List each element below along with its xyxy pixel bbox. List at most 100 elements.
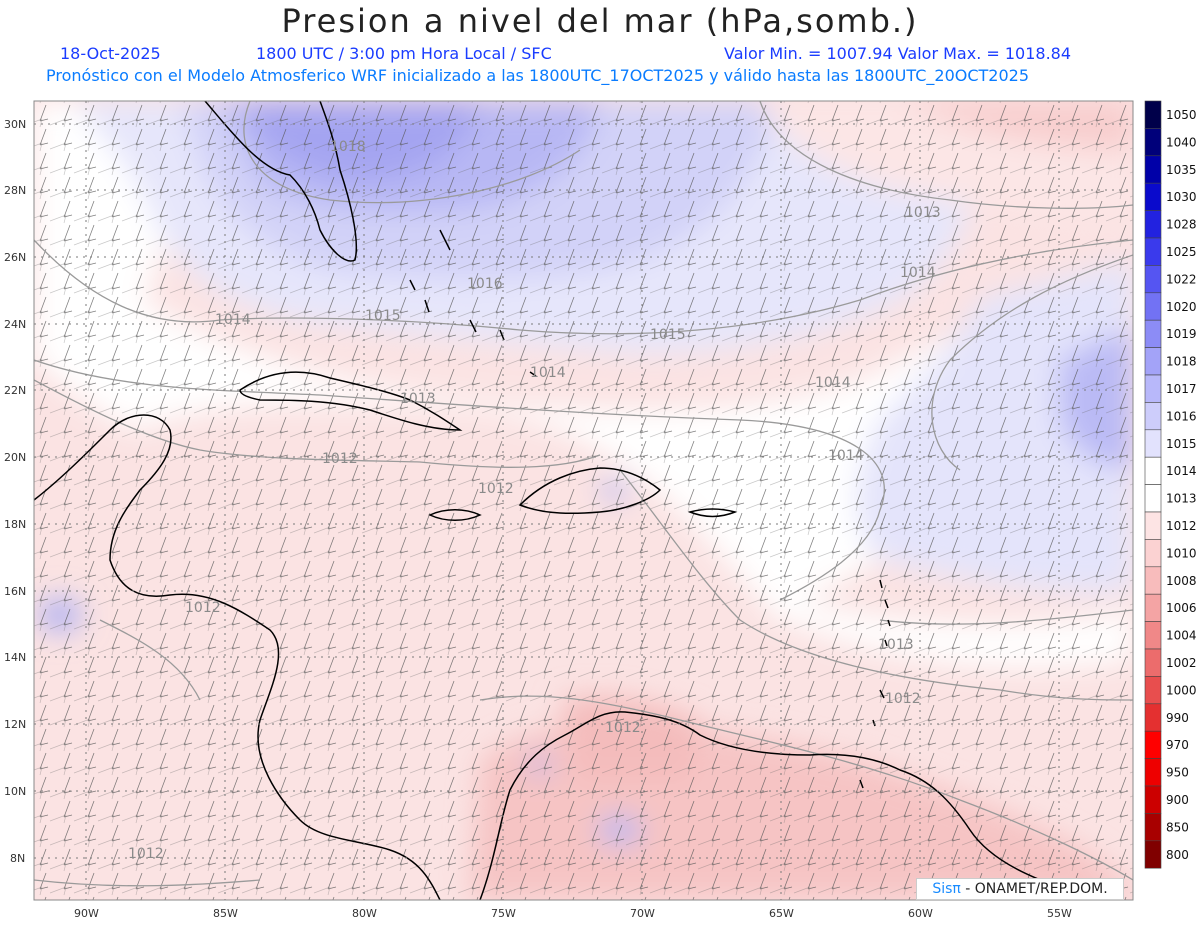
contour-label: 1014 bbox=[530, 365, 566, 381]
colorbar-label: 1040 bbox=[1166, 135, 1197, 149]
colorbar-swatch bbox=[1144, 128, 1162, 157]
credit-box: Sisπ - ONAMET/REP.DOM. bbox=[916, 878, 1124, 900]
colorbar-swatch bbox=[1144, 730, 1162, 759]
forecast-date: 18-Oct-2025 bbox=[60, 44, 161, 63]
colorbar-label: 1000 bbox=[1166, 683, 1197, 697]
graticule bbox=[34, 101, 1133, 900]
colorbar-swatch bbox=[1144, 292, 1162, 321]
contour-label: 1012 bbox=[605, 720, 641, 736]
contour-label: 1015 bbox=[650, 327, 686, 343]
sispi-logo: Sisπ bbox=[932, 881, 961, 897]
lat-label: 20N bbox=[4, 451, 26, 464]
lat-label: 16N bbox=[4, 585, 26, 598]
lon-label: 90W bbox=[74, 907, 99, 920]
colorbar-label: 1015 bbox=[1166, 437, 1197, 451]
colorbar-label: 1006 bbox=[1166, 601, 1197, 615]
contour-label: 1016 bbox=[467, 276, 503, 292]
colorbar-swatch bbox=[1144, 621, 1162, 650]
lat-label: 14N bbox=[4, 651, 26, 664]
isobars bbox=[34, 101, 1133, 887]
latitude-axis: 30N 28N 26N 24N 22N 20N 18N 16N 14N 12N … bbox=[4, 118, 26, 865]
lon-label: 55W bbox=[1047, 907, 1072, 920]
lon-label: 70W bbox=[630, 907, 655, 920]
colorbar-swatch bbox=[1144, 237, 1162, 266]
colorbar-swatch bbox=[1144, 319, 1162, 348]
colorbar-swatch bbox=[1144, 703, 1162, 732]
colorbar-swatch bbox=[1144, 593, 1162, 622]
contour-label: 1014 bbox=[828, 448, 864, 464]
lat-label: 18N bbox=[4, 518, 26, 531]
colorbar-label: 1012 bbox=[1166, 519, 1197, 533]
colorbar-swatch bbox=[1144, 456, 1162, 485]
colorbar-label: 1002 bbox=[1166, 656, 1197, 670]
colorbar-label: 850 bbox=[1166, 820, 1189, 834]
colorbar-label: 950 bbox=[1166, 766, 1189, 780]
lon-label: 75W bbox=[491, 907, 516, 920]
longitude-axis: 90W 85W 80W 75W 70W 65W 60W 55W bbox=[74, 907, 1072, 920]
contour-label: 1013 bbox=[400, 391, 436, 407]
colorbar-label: 1018 bbox=[1166, 355, 1197, 369]
colorbar-label: 970 bbox=[1166, 738, 1189, 752]
credit-text: - ONAMET/REP.DOM. bbox=[960, 881, 1108, 897]
colorbar-label: 990 bbox=[1166, 711, 1189, 725]
colorbar-swatch bbox=[1144, 374, 1162, 403]
contour-label: 1012 bbox=[885, 691, 921, 707]
contour-label: 1018 bbox=[330, 139, 366, 155]
forecast-time: 1800 UTC / 3:00 pm Hora Local / SFC bbox=[256, 44, 552, 63]
colorbar-swatch bbox=[1144, 785, 1162, 814]
lat-label: 8N bbox=[10, 852, 25, 865]
colorbar-label: 1016 bbox=[1166, 409, 1197, 423]
colorbar-label: 1028 bbox=[1166, 218, 1197, 232]
colorbar-label: 1008 bbox=[1166, 574, 1197, 588]
contour-label: 1015 bbox=[365, 308, 401, 324]
lat-label: 28N bbox=[4, 184, 26, 197]
colorbar-label: 1030 bbox=[1166, 190, 1197, 204]
colorbar-label: 1013 bbox=[1166, 492, 1197, 506]
colorbar-label: 800 bbox=[1166, 848, 1189, 862]
colorbar-label: 1019 bbox=[1166, 327, 1197, 341]
contour-label: 1014 bbox=[900, 265, 936, 281]
colorbar-label: 900 bbox=[1166, 793, 1189, 807]
colorbar-swatch bbox=[1144, 840, 1162, 869]
colorbar-swatch bbox=[1144, 758, 1162, 787]
contour-label: 1012 bbox=[128, 846, 164, 862]
colorbar-swatch bbox=[1144, 566, 1162, 595]
model-description: Pronóstico con el Modelo Atmosferico WRF… bbox=[46, 66, 1030, 85]
colorbar-swatch bbox=[1144, 210, 1162, 239]
colorbar: 1050 1040 1035 1030 1028 1025 1022 1020 1019 1018… bbox=[1144, 100, 1197, 869]
lat-label: 30N bbox=[4, 118, 26, 131]
contour-label: 1014 bbox=[215, 312, 251, 328]
lon-label: 85W bbox=[213, 907, 238, 920]
colorbar-swatch bbox=[1144, 676, 1162, 705]
contour-label: 1012 bbox=[185, 600, 221, 616]
colorbar-swatch bbox=[1144, 511, 1162, 540]
colorbar-label: 1025 bbox=[1166, 245, 1197, 259]
contour-label: 1013 bbox=[878, 637, 914, 653]
lat-label: 12N bbox=[4, 718, 26, 731]
colorbar-label: 1004 bbox=[1166, 629, 1197, 643]
lat-label: 10N bbox=[4, 785, 26, 798]
lon-label: 80W bbox=[352, 907, 377, 920]
colorbar-label: 1050 bbox=[1166, 108, 1197, 122]
colorbar-label: 1020 bbox=[1166, 300, 1197, 314]
lon-label: 60W bbox=[908, 907, 933, 920]
lat-label: 24N bbox=[4, 318, 26, 331]
contour-label: 1014 bbox=[815, 375, 851, 391]
colorbar-swatch bbox=[1144, 648, 1162, 677]
colorbar-swatch bbox=[1144, 265, 1162, 294]
lon-label: 65W bbox=[769, 907, 794, 920]
colorbar-swatch bbox=[1144, 539, 1162, 568]
coastlines bbox=[34, 101, 1101, 900]
colorbar-label: 1017 bbox=[1166, 382, 1197, 396]
colorbar-label: 1010 bbox=[1166, 546, 1197, 560]
contour-label: 1013 bbox=[905, 205, 941, 221]
colorbar-swatch bbox=[1144, 402, 1162, 431]
colorbar-swatch bbox=[1144, 155, 1162, 184]
map-title: Presion a nivel del mar (hPa,somb.) bbox=[281, 2, 919, 40]
colorbar-swatch bbox=[1144, 182, 1162, 211]
colorbar-swatch bbox=[1144, 484, 1162, 513]
contour-label: 1012 bbox=[322, 451, 358, 467]
colorbar-swatch bbox=[1144, 100, 1162, 129]
min-max-values: Valor Min. = 1007.94 Valor Max. = 1018.8… bbox=[724, 44, 1072, 63]
